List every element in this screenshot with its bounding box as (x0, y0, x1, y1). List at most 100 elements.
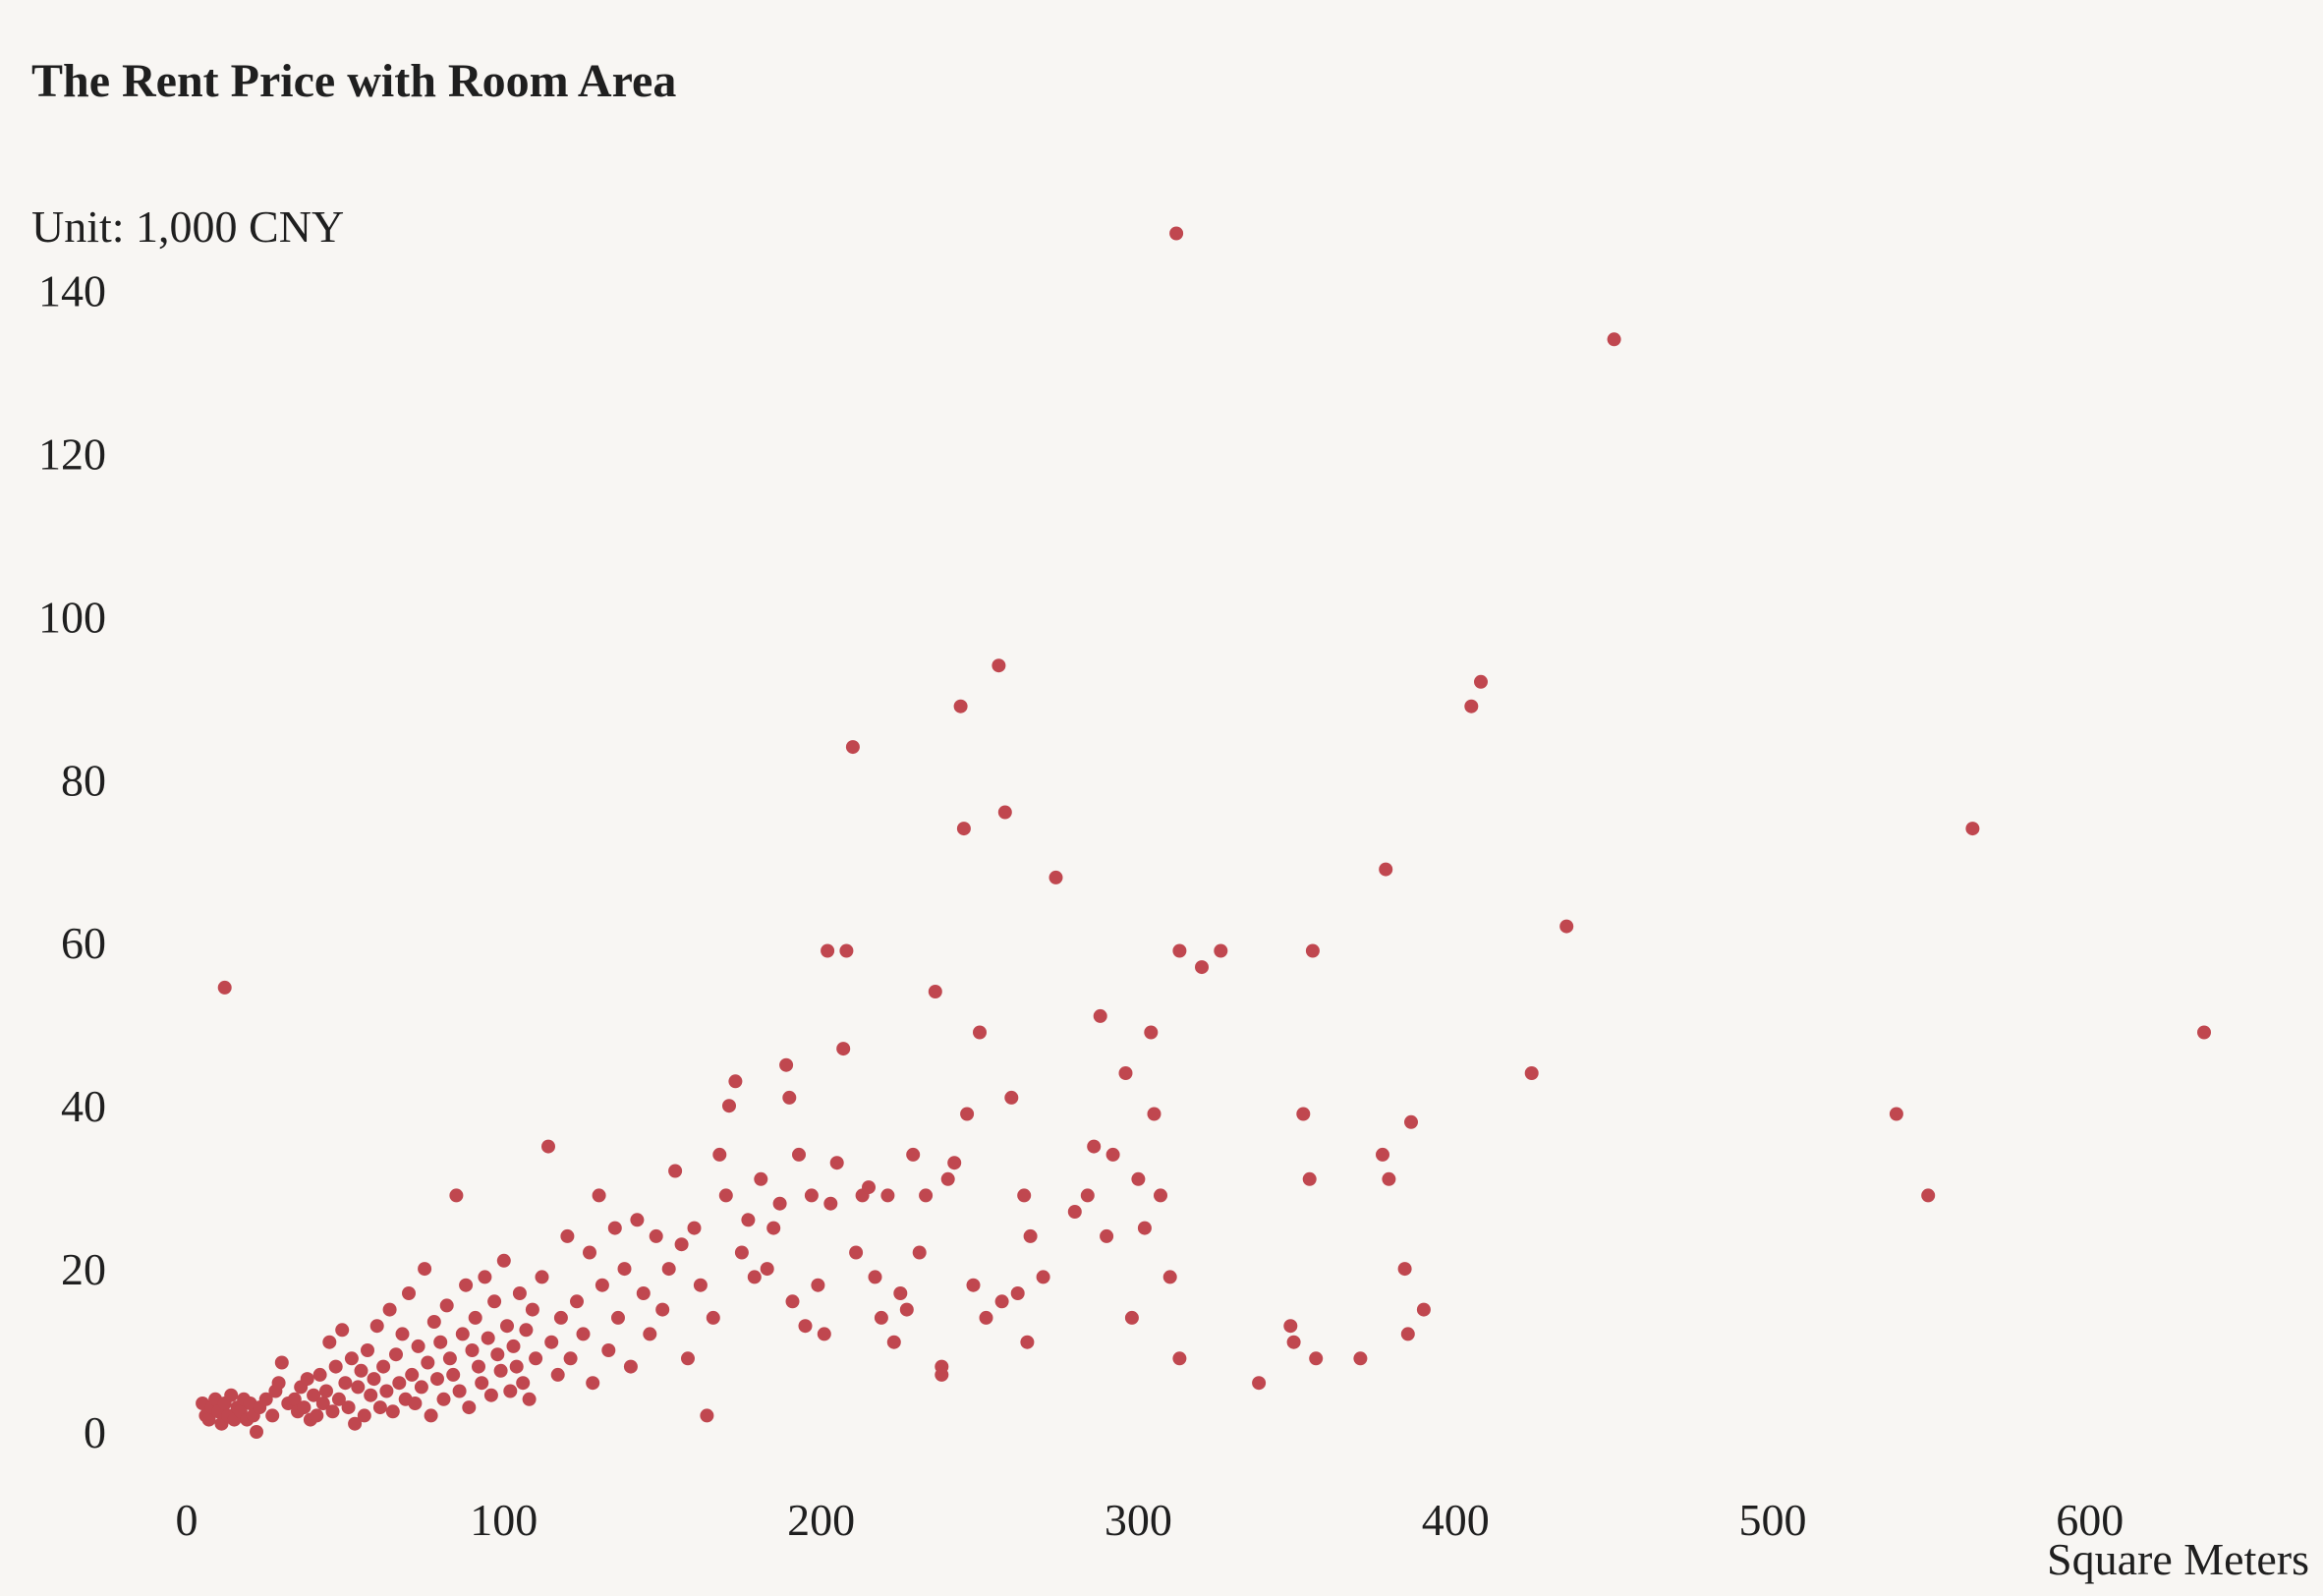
data-point (734, 1245, 749, 1260)
data-point (509, 1359, 524, 1374)
data-point (382, 1302, 397, 1317)
data-point (956, 822, 971, 836)
y-tick-label: 120 (38, 428, 106, 479)
data-point (442, 1351, 457, 1366)
data-point (418, 1262, 432, 1277)
data-point (1382, 1171, 1396, 1186)
data-point (700, 1408, 714, 1423)
data-point (516, 1376, 531, 1391)
data-point (611, 1310, 625, 1325)
data-point (722, 1099, 736, 1113)
data-point (361, 1343, 374, 1357)
data-point (493, 1363, 508, 1378)
x-tick-label: 100 (470, 1495, 538, 1545)
data-point (550, 1367, 565, 1382)
data-point (455, 1327, 470, 1341)
data-point (1144, 1025, 1159, 1040)
data-point (1416, 1302, 1431, 1317)
y-tick-label: 20 (61, 1244, 106, 1294)
data-point (940, 1171, 955, 1186)
data-point (1118, 1066, 1133, 1080)
data-point (681, 1351, 695, 1366)
data-point (994, 1294, 1009, 1309)
data-point (1379, 862, 1393, 877)
data-point (297, 1400, 312, 1415)
data-point (258, 1392, 273, 1406)
data-point (893, 1286, 908, 1300)
data-point (307, 1388, 321, 1402)
data-point (693, 1278, 708, 1292)
unit-label: Unit: 1,000 CNY (31, 201, 344, 252)
data-point (766, 1221, 781, 1235)
data-point (804, 1188, 819, 1203)
data-point (338, 1376, 353, 1391)
data-point (1093, 1008, 1107, 1023)
x-axis-label: Square Meters (2047, 1534, 2309, 1584)
data-point (385, 1404, 400, 1419)
data-point (636, 1286, 651, 1300)
data-point (979, 1310, 993, 1325)
y-tick-label: 80 (61, 755, 106, 805)
y-tick-label: 100 (38, 592, 106, 642)
data-point (595, 1278, 609, 1292)
y-axis-ticks: 0 20 40 60 80 100 120 140 (38, 266, 106, 1457)
data-point (1305, 943, 1320, 958)
data-point (874, 1310, 888, 1325)
data-point (576, 1327, 591, 1341)
data-point (973, 1025, 987, 1040)
y-tick-label: 140 (38, 266, 106, 316)
data-point (829, 1156, 844, 1170)
x-tick-label: 500 (1739, 1495, 1807, 1545)
data-point (1100, 1228, 1114, 1243)
data-point (376, 1359, 391, 1374)
data-point (1286, 1335, 1301, 1349)
data-point (525, 1302, 539, 1317)
data-point (1067, 1205, 1082, 1219)
data-point (880, 1188, 895, 1203)
data-point (1397, 1262, 1412, 1277)
data-point (481, 1331, 495, 1345)
data-point (592, 1188, 606, 1203)
data-point (560, 1228, 575, 1243)
data-point (522, 1392, 537, 1406)
data-point (821, 943, 835, 958)
data-point (1124, 1310, 1139, 1325)
data-point (649, 1228, 663, 1243)
data-point (1921, 1188, 1936, 1203)
data-point (947, 1156, 962, 1170)
data-point (512, 1286, 527, 1300)
data-point (414, 1380, 428, 1395)
data-point (1017, 1188, 1032, 1203)
data-point (1048, 870, 1063, 884)
data-point (1296, 1107, 1311, 1121)
data-point (586, 1376, 600, 1391)
data-point (1105, 1147, 1120, 1162)
data-point (487, 1294, 502, 1309)
data-point (630, 1213, 645, 1227)
data-point (465, 1343, 480, 1357)
data-point (1524, 1066, 1539, 1080)
data-point (785, 1294, 800, 1309)
data-point (1965, 822, 1980, 836)
data-point (1172, 943, 1187, 958)
y-tick-label: 60 (61, 918, 106, 968)
x-tick-label: 300 (1105, 1495, 1172, 1545)
data-point (472, 1359, 485, 1374)
data-point (433, 1335, 448, 1349)
x-tick-label: 200 (787, 1495, 855, 1545)
data-point (1195, 960, 1209, 975)
data-point (1004, 1090, 1019, 1105)
x-tick-label: 400 (1422, 1495, 1490, 1545)
data-point (341, 1400, 356, 1415)
data-point (1309, 1351, 1324, 1366)
data-point (478, 1270, 492, 1284)
data-point (328, 1359, 343, 1374)
data-point (607, 1221, 622, 1235)
data-point (439, 1298, 454, 1313)
data-point (541, 1139, 555, 1154)
data-point (811, 1278, 825, 1292)
data-point (570, 1294, 584, 1309)
data-point (798, 1319, 813, 1334)
